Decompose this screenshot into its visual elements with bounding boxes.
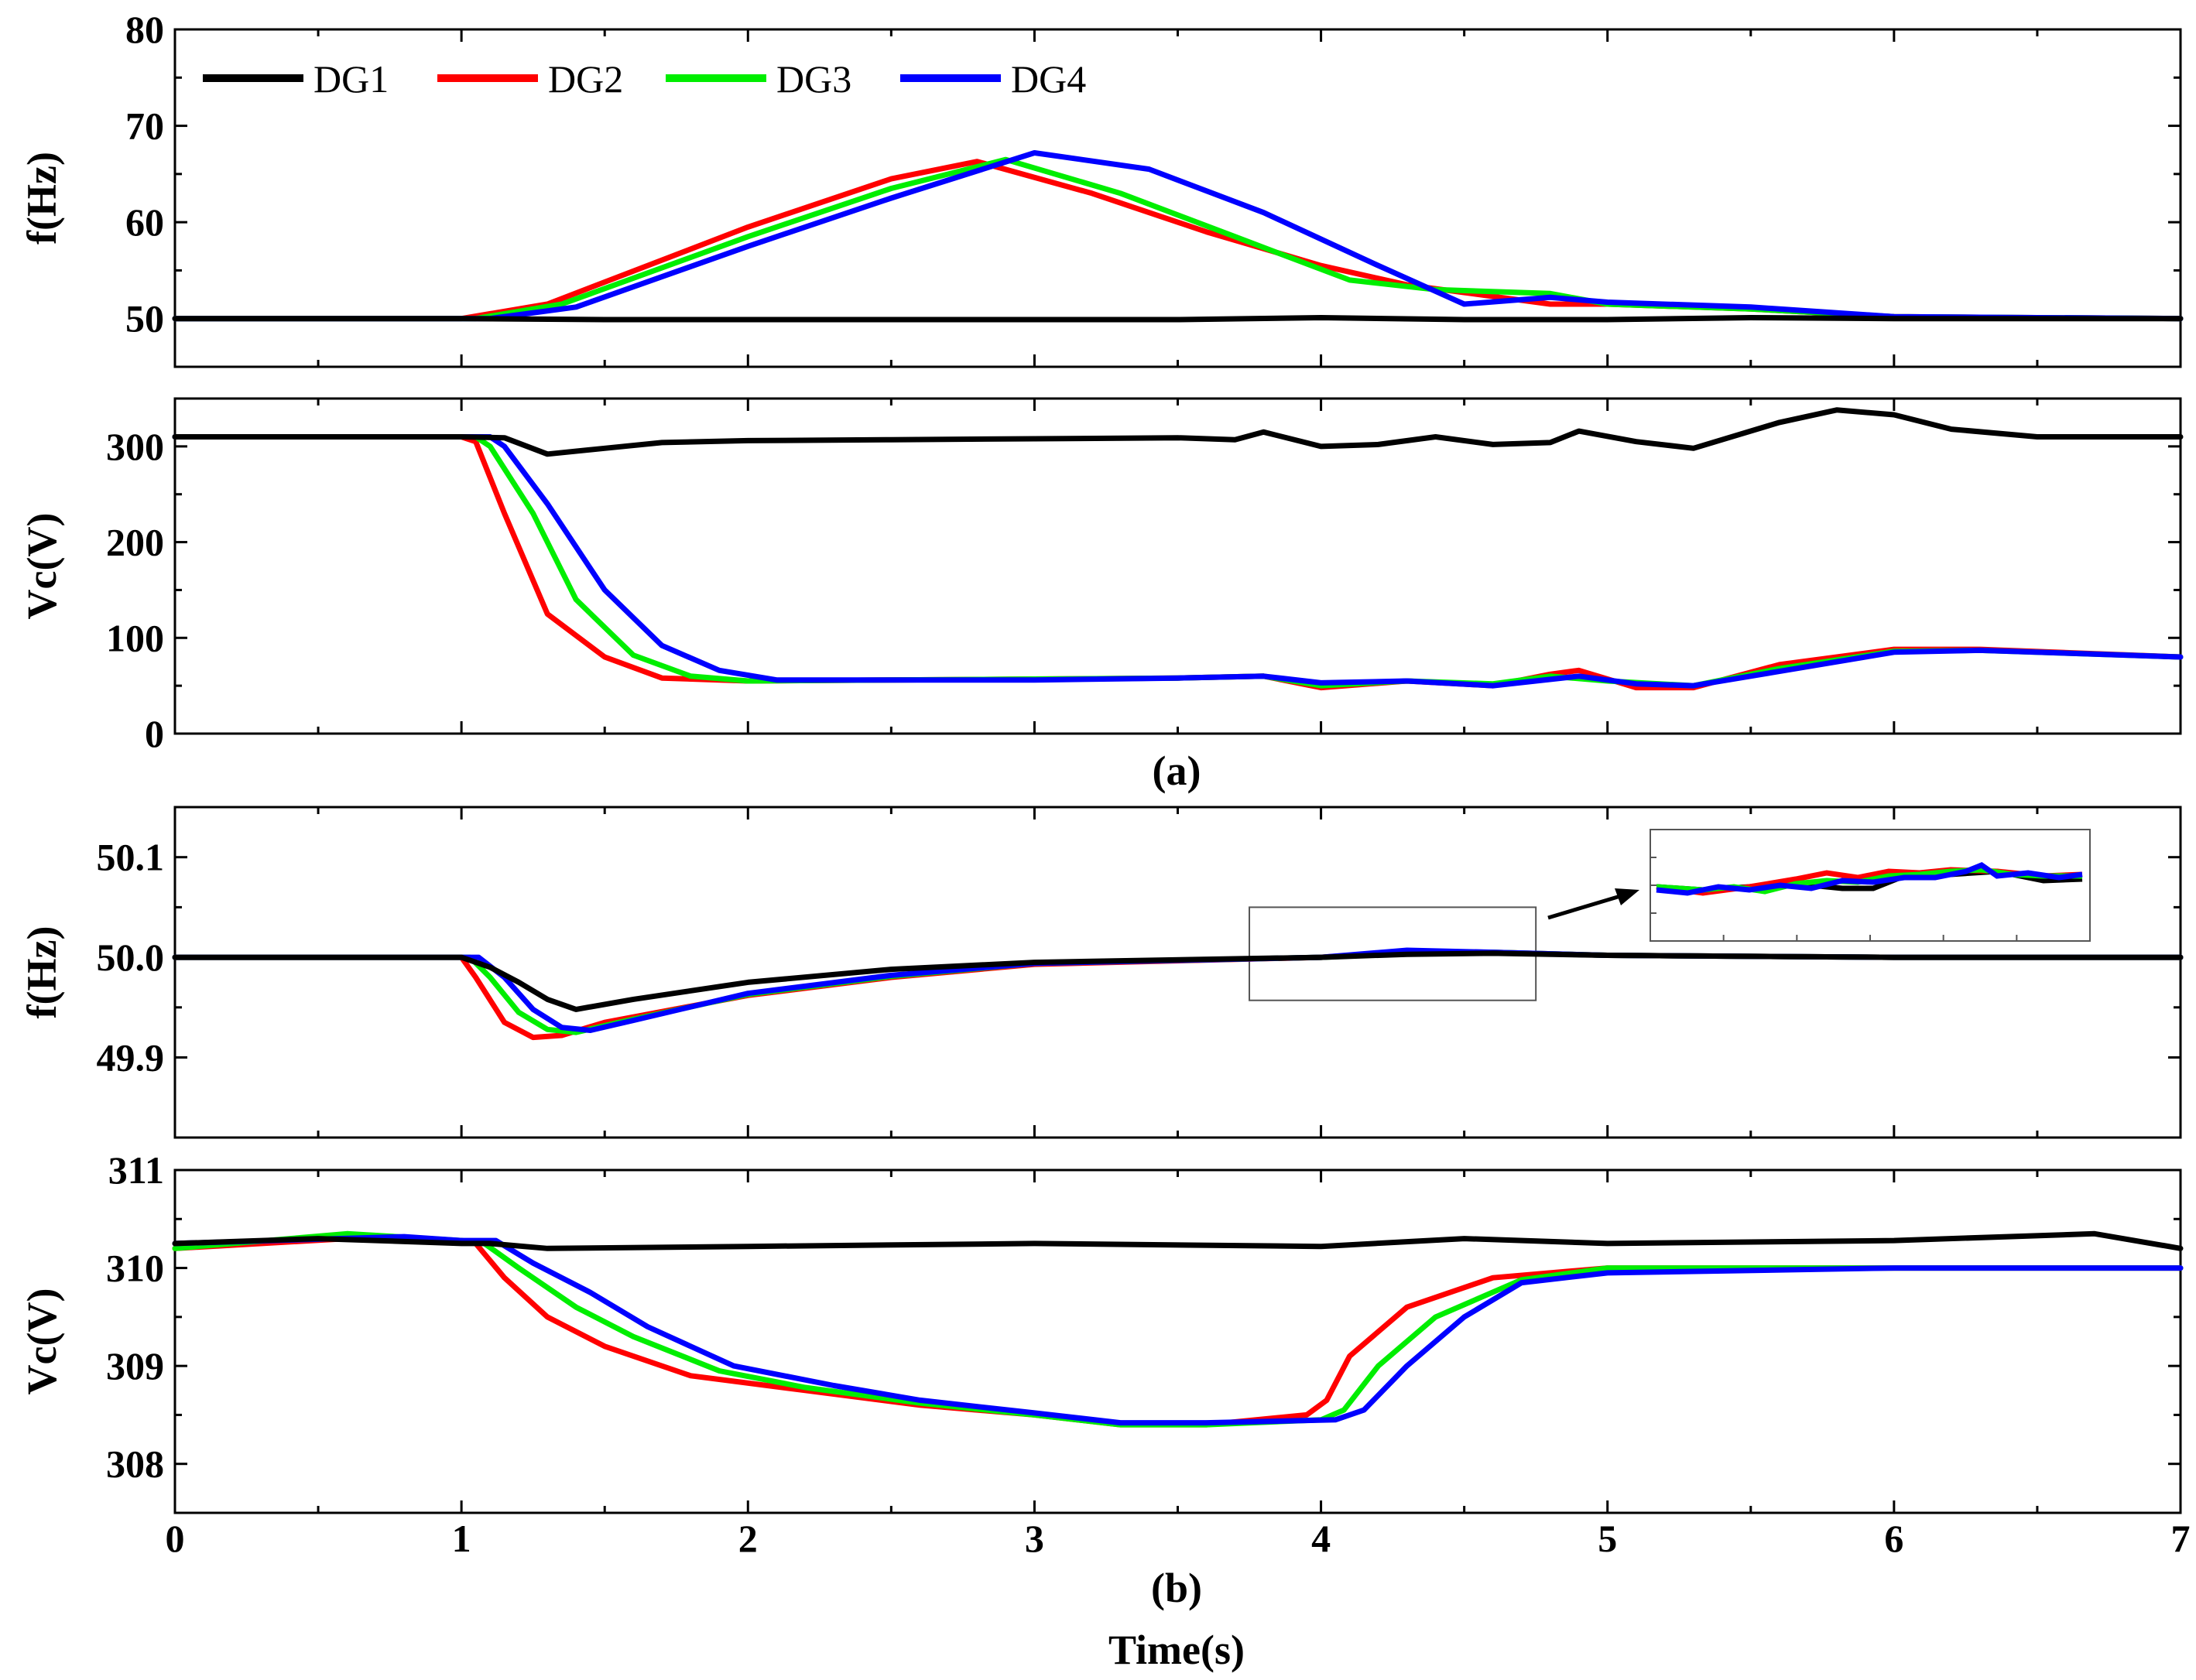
x-tick-label: 1 bbox=[452, 1517, 471, 1560]
x-tick-label: 2 bbox=[738, 1517, 758, 1560]
x-tick-label: 4 bbox=[1311, 1517, 1331, 1560]
y-tick-label: 50.1 bbox=[97, 836, 165, 879]
y-tick-label: 310 bbox=[106, 1247, 164, 1290]
y-tick-label: 80 bbox=[125, 8, 164, 51]
series-line-dg4 bbox=[172, 150, 2184, 322]
y-tick-label: 70 bbox=[125, 104, 164, 148]
panel-b-top: 49.9 50.0 50.1 f(Hz) bbox=[19, 806, 2184, 1139]
y-axis-title: Vc(V) bbox=[19, 513, 65, 620]
panel-a-top: 50 60 70 80 f(Hz) bbox=[19, 8, 2184, 368]
y-tick-label: 60 bbox=[125, 200, 164, 244]
series-line-dg1 bbox=[172, 950, 2184, 1012]
series-line-dg4 bbox=[172, 1233, 2184, 1426]
series-line-dg1 bbox=[172, 1230, 2184, 1251]
y-tick-label: 309 bbox=[106, 1344, 164, 1387]
y-tick-label: 49.9 bbox=[97, 1035, 165, 1079]
series-line-dg1 bbox=[172, 315, 2184, 323]
inset-arrow bbox=[1547, 892, 1626, 920]
caption-a: (a) bbox=[1153, 748, 1201, 794]
y-tick-label: 300 bbox=[106, 425, 164, 468]
x-tick-label: 6 bbox=[1884, 1517, 1903, 1560]
inset-arrowhead bbox=[1615, 888, 1639, 905]
x-tick-label: 3 bbox=[1025, 1517, 1044, 1560]
x-tick-label: 0 bbox=[166, 1517, 185, 1560]
x-tick-label: 5 bbox=[1598, 1517, 1617, 1560]
y-axis-title: f(Hz) bbox=[19, 926, 65, 1019]
y-tick-label: 311 bbox=[108, 1148, 164, 1192]
y-tick-label: 50.0 bbox=[97, 936, 165, 979]
y-tick-label: 200 bbox=[106, 521, 164, 564]
series-line-dg1 bbox=[172, 407, 2184, 457]
inset-series-dg4 bbox=[1656, 862, 2083, 896]
legend-label-dg3: DG3 bbox=[776, 57, 851, 101]
series-line-dg4 bbox=[172, 434, 2184, 689]
inset-zoom bbox=[1547, 829, 2091, 942]
y-tick-label: 308 bbox=[106, 1442, 164, 1486]
y-axis-title: Vc(V) bbox=[19, 1288, 65, 1395]
legend-label-dg4: DG4 bbox=[1011, 57, 1086, 101]
x-tick-label: 7 bbox=[2171, 1517, 2191, 1560]
legend-label-dg2: DG2 bbox=[548, 57, 623, 101]
panel-a-bottom: 0 100 200 300 Vc(V) bbox=[19, 397, 2184, 755]
y-tick-label: 0 bbox=[145, 712, 164, 755]
caption-b: (b) bbox=[1151, 1565, 1202, 1611]
panel-b-bottom: 0 1 2 3 4 5 6 7 308 309 310 311 Vc(V) bbox=[19, 1148, 2191, 1560]
y-tick-label: 100 bbox=[106, 616, 164, 659]
y-tick-label: 50 bbox=[125, 297, 164, 340]
y-axis-title: f(Hz) bbox=[19, 152, 65, 245]
legend: DG1 DG2 DG3 DG4 bbox=[203, 57, 1086, 101]
legend-label-dg1: DG1 bbox=[313, 57, 389, 101]
x-axis-title: Time(s) bbox=[1108, 1627, 1245, 1673]
